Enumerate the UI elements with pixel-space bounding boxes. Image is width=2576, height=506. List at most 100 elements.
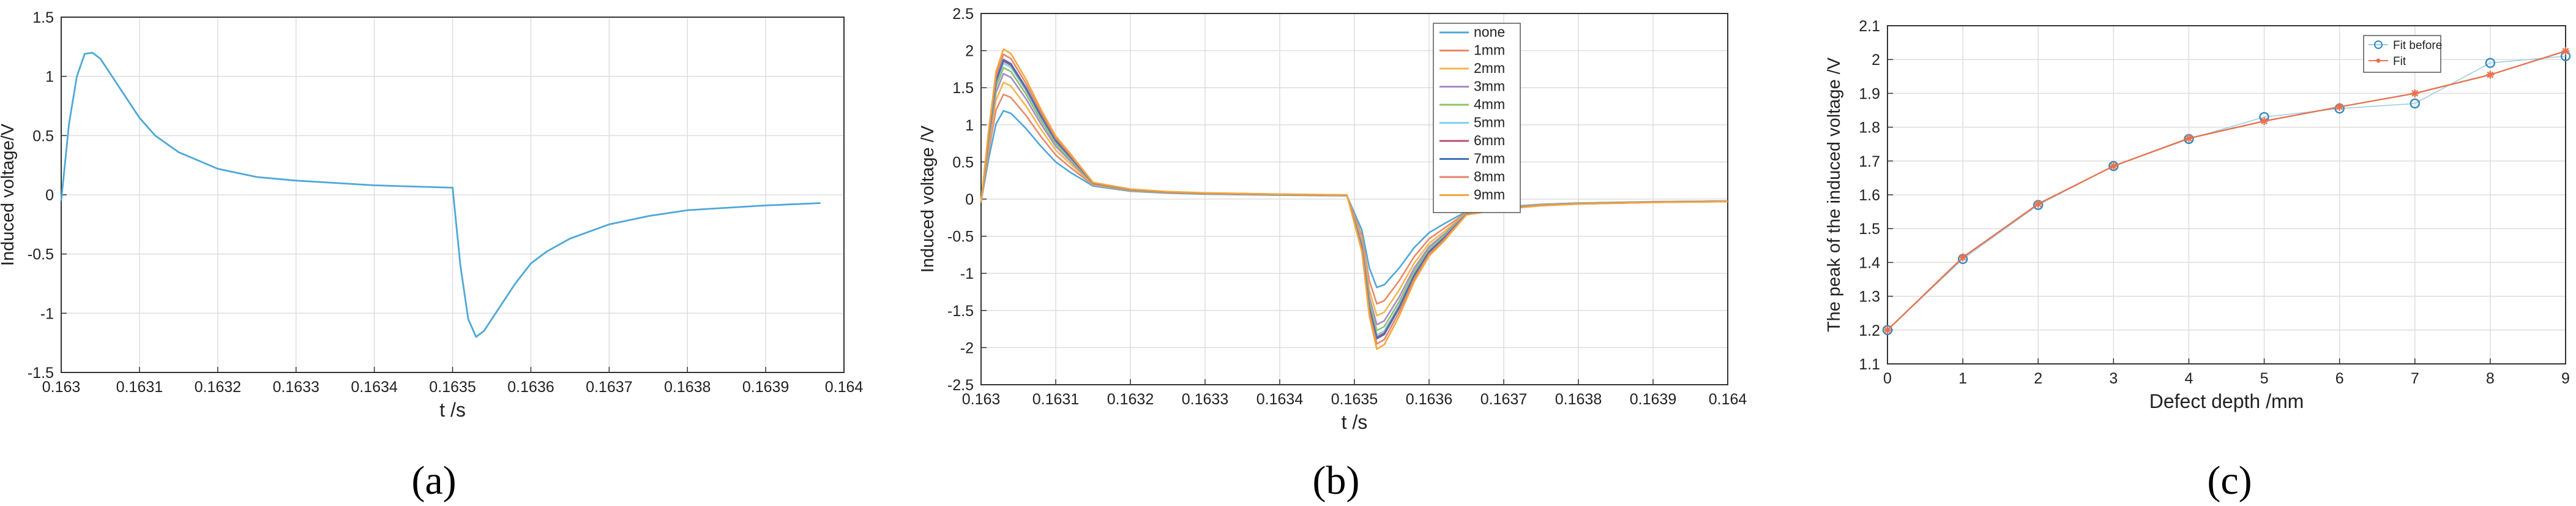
a-x-axis-label: t /s bbox=[439, 399, 466, 421]
c-asterisk-stroke bbox=[1884, 327, 1891, 334]
a-y-tick-label: -1.5 bbox=[28, 364, 54, 382]
c-asterisk-stroke bbox=[2110, 162, 2117, 170]
b-legend-label: 8mm bbox=[1474, 168, 1505, 184]
b-y-tick-label: -0.5 bbox=[947, 228, 974, 246]
b-y-tick-label: -2 bbox=[960, 339, 974, 357]
c-series-line bbox=[1887, 55, 2566, 331]
b-legend-label: 3mm bbox=[1474, 78, 1505, 94]
a-series-line bbox=[60, 51, 821, 338]
c-y-tick-label: 1.6 bbox=[1859, 187, 1880, 204]
panel-c-chart: 0 1 2 3 4 5 6 7 8 9 1.1 1.2 1.3 1.4 1.5 1.6 1.7 1.8 1.9 2 2.… bbox=[1824, 18, 2571, 412]
c-data-point-asterisk bbox=[2184, 134, 2193, 143]
c-x-tick-label: 6 bbox=[2335, 370, 2344, 387]
a-x-tick-label: 0.1633 bbox=[272, 379, 319, 396]
c-y-axis-label: The peak of the induced voltage /V bbox=[1824, 57, 1844, 332]
c-y-tick-label: 1.8 bbox=[1859, 119, 1880, 137]
b-legend-label: 4mm bbox=[1474, 96, 1505, 112]
c-data-point-asterisk bbox=[2335, 102, 2344, 111]
c-y-tick-label: 2.1 bbox=[1859, 18, 1880, 35]
a-x-tick-label: 0.1639 bbox=[742, 379, 789, 396]
c-x-tick-label: 7 bbox=[2411, 370, 2419, 387]
b-x-tick-label: 0.1632 bbox=[1107, 391, 1154, 408]
b-x-axis-label: t /s bbox=[1342, 411, 1368, 433]
c-y-tick-label: 1.4 bbox=[1859, 254, 1880, 271]
panel-label-b: (b) bbox=[1313, 458, 1360, 503]
b-legend-label: 2mm bbox=[1474, 60, 1505, 76]
c-data-point-asterisk bbox=[2411, 89, 2419, 97]
c-axes-frame bbox=[1887, 25, 2566, 364]
c-y-tick-label: 1.1 bbox=[1859, 356, 1880, 373]
b-y-tick-label: 1.5 bbox=[952, 80, 974, 97]
a-y-tick-label: -0.5 bbox=[28, 246, 54, 263]
c-data-point-asterisk bbox=[1883, 326, 1892, 334]
b-x-tick-label: 0.1631 bbox=[1032, 391, 1079, 408]
a-y-tick-label: 0 bbox=[45, 187, 54, 204]
c-data-point-circle bbox=[1882, 325, 1893, 335]
a-x-tick-label: 0.1634 bbox=[351, 379, 398, 396]
c-x-tick-label: 4 bbox=[2184, 370, 2193, 387]
a-x-tick-label: 0.1631 bbox=[116, 379, 163, 396]
c-data-point-circle bbox=[2410, 98, 2420, 109]
c-asterisk-stroke bbox=[1959, 254, 1966, 261]
c-x-tick-label: 9 bbox=[2561, 370, 2570, 387]
c-asterisk-stroke bbox=[2487, 71, 2494, 78]
c-data-point-asterisk bbox=[2561, 47, 2570, 55]
b-legend-label: 5mm bbox=[1474, 115, 1505, 130]
c-asterisk-stroke bbox=[2185, 135, 2192, 142]
c-x-axis-label: Defect depth /mm bbox=[2149, 390, 2304, 412]
c-asterisk-stroke bbox=[2411, 89, 2419, 97]
panel-b-chart: 0.163 0.1631 0.1632 0.1633 0.1634 0.1635 0.163… bbox=[918, 6, 1747, 433]
c-asterisk-stroke bbox=[2261, 118, 2268, 125]
a-y-tick-label: 1 bbox=[45, 69, 54, 86]
c-y-tick-label: 1.5 bbox=[1859, 221, 1880, 238]
b-y-tick-label: -1 bbox=[960, 265, 974, 282]
b-x-tick-label: 0.164 bbox=[1709, 391, 1747, 408]
b-x-tick-label: 0.1633 bbox=[1182, 391, 1228, 408]
a-x-tick-label: 0.1637 bbox=[586, 379, 632, 396]
b-y-tick-label: -2.5 bbox=[947, 377, 974, 394]
b-y-tick-label: -1.5 bbox=[947, 303, 974, 320]
a-x-tick-label: 0.164 bbox=[825, 379, 864, 396]
c-x-tick-label: 0 bbox=[1883, 370, 1892, 387]
b-y-tick-label: 0.5 bbox=[952, 154, 974, 171]
c-x-tick-label: 2 bbox=[2034, 370, 2042, 387]
b-x-tick-label: 0.1636 bbox=[1406, 391, 1452, 408]
panel-label-c: (c) bbox=[2207, 458, 2252, 503]
c-y-tick-label: 1.3 bbox=[1859, 289, 1880, 306]
panel-label-a: (a) bbox=[411, 458, 456, 503]
c-series-line bbox=[1887, 50, 2566, 331]
c-y-tick-label: 1.9 bbox=[1859, 85, 1880, 102]
c-asterisk-stroke bbox=[2562, 47, 2569, 55]
b-x-tick-label: 0.163 bbox=[962, 391, 1001, 408]
c-data-point-asterisk bbox=[2034, 200, 2042, 208]
b-legend-box bbox=[1433, 23, 1521, 213]
b-x-tick-label: 0.1635 bbox=[1331, 391, 1378, 408]
panel-a-chart: 0.163 0.1631 0.1632 0.1633 0.1634 0.1635 0.163… bbox=[0, 9, 863, 421]
b-y-tick-label: 1 bbox=[965, 117, 974, 134]
c-legend-marker bbox=[2374, 40, 2383, 49]
c-asterisk-stroke bbox=[2336, 104, 2343, 110]
a-x-tick-label: 0.163 bbox=[42, 379, 81, 396]
c-legend-label: Fit bbox=[2393, 55, 2406, 68]
b-y-tick-label: 2 bbox=[965, 43, 974, 60]
a-y-tick-label: -1 bbox=[40, 305, 54, 322]
b-legend-label: 6mm bbox=[1474, 132, 1505, 148]
b-legend-label: 1mm bbox=[1474, 42, 1505, 58]
c-x-tick-label: 5 bbox=[2260, 370, 2269, 387]
a-y-axis-label: Induced voltage/V bbox=[0, 123, 18, 266]
b-y-axis-label: Induced voltage /V bbox=[918, 125, 938, 273]
c-data-point-asterisk bbox=[2109, 162, 2118, 170]
b-legend-label: 7mm bbox=[1474, 151, 1505, 167]
c-y-tick-label: 1.7 bbox=[1859, 153, 1880, 170]
c-data-point-circle bbox=[2108, 160, 2119, 172]
b-x-tick-label: 0.1634 bbox=[1256, 391, 1304, 408]
a-x-tick-label: 0.1638 bbox=[664, 379, 711, 396]
c-x-tick-label: 3 bbox=[2109, 370, 2118, 387]
b-y-tick-label: 0 bbox=[965, 191, 974, 208]
c-data-point-asterisk bbox=[2486, 70, 2495, 79]
c-y-tick-label: 2 bbox=[1872, 51, 1880, 69]
c-y-tick-label: 1.2 bbox=[1859, 322, 1880, 339]
a-y-tick-label: 1.5 bbox=[32, 9, 54, 26]
c-legend-marker bbox=[2376, 58, 2381, 63]
